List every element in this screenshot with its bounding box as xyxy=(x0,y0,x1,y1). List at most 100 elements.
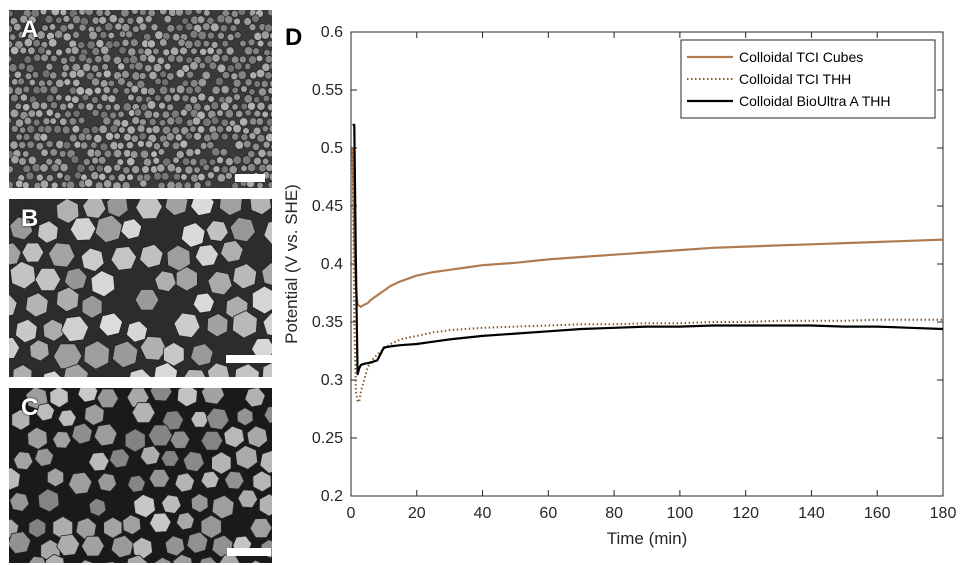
particle xyxy=(83,340,110,370)
scale-bar-c xyxy=(227,548,271,556)
particle xyxy=(252,47,260,55)
particle xyxy=(93,423,118,447)
particle xyxy=(225,46,235,56)
particle xyxy=(194,244,219,267)
particle xyxy=(231,103,239,111)
particle xyxy=(220,240,244,263)
particle xyxy=(99,142,109,152)
particle xyxy=(260,80,269,88)
particle xyxy=(248,23,257,32)
particle xyxy=(210,116,220,125)
particle xyxy=(216,156,224,165)
particle xyxy=(166,103,174,111)
particle xyxy=(256,101,266,111)
particle xyxy=(108,14,118,24)
particle xyxy=(217,31,225,40)
particle xyxy=(96,102,104,111)
particle xyxy=(40,53,49,62)
particle xyxy=(147,39,156,49)
particle xyxy=(91,77,100,87)
particle xyxy=(129,368,152,377)
particle xyxy=(262,94,270,103)
particle xyxy=(25,63,35,73)
particle xyxy=(216,109,224,117)
particle xyxy=(78,116,86,125)
particle xyxy=(135,199,163,220)
particle xyxy=(180,108,188,117)
particle xyxy=(228,119,237,127)
particle xyxy=(46,467,64,488)
particle xyxy=(195,10,203,15)
particle xyxy=(237,70,247,80)
particle xyxy=(232,78,242,88)
particle xyxy=(64,110,72,119)
particle xyxy=(207,171,215,180)
particle xyxy=(22,164,31,174)
particle xyxy=(134,61,144,71)
particle xyxy=(175,150,185,159)
particle xyxy=(152,156,161,165)
particle xyxy=(175,266,198,292)
particle xyxy=(185,132,194,141)
particle xyxy=(14,318,38,344)
particle xyxy=(221,39,229,48)
particle xyxy=(93,134,103,144)
particle xyxy=(160,172,170,181)
particle xyxy=(232,155,242,165)
particle xyxy=(21,181,30,188)
particle xyxy=(9,116,12,125)
particle xyxy=(169,46,180,56)
particle xyxy=(206,46,215,55)
particle xyxy=(270,143,272,151)
particle xyxy=(22,85,31,94)
particle xyxy=(251,14,260,23)
particle xyxy=(154,94,162,102)
particle xyxy=(13,22,22,32)
particle xyxy=(78,53,87,63)
particle xyxy=(19,93,28,102)
x-tick-label: 40 xyxy=(474,505,492,522)
particle xyxy=(49,101,58,110)
panel-label-d: D xyxy=(285,24,302,51)
particle xyxy=(63,363,89,377)
particle xyxy=(116,142,125,150)
particle xyxy=(113,132,121,140)
particle xyxy=(265,163,272,172)
particle xyxy=(109,111,117,120)
particle xyxy=(126,80,134,88)
particle xyxy=(205,220,229,242)
particle xyxy=(269,61,272,70)
particle xyxy=(55,199,80,224)
particle xyxy=(139,243,164,269)
particle xyxy=(232,263,258,290)
particle xyxy=(80,559,95,563)
particle xyxy=(159,70,168,79)
x-tick-label: 60 xyxy=(539,505,557,522)
particle xyxy=(80,141,89,150)
panel-label-a: A xyxy=(21,16,39,43)
particle xyxy=(197,173,206,182)
particle xyxy=(159,38,168,47)
axis-ticks: 0 20 40 60 80 100 120 140 160 180 0.2 0.25 0.3 0.35 0.… xyxy=(312,24,957,522)
particle xyxy=(113,55,122,65)
particle xyxy=(163,341,185,367)
particle xyxy=(9,86,14,95)
y-tick-label: 0.45 xyxy=(312,198,343,215)
particle xyxy=(125,30,134,39)
particle xyxy=(118,46,127,55)
particle xyxy=(9,140,19,150)
particle xyxy=(164,199,189,217)
particle xyxy=(52,431,72,449)
particle xyxy=(261,125,269,133)
particle xyxy=(197,125,206,134)
particle xyxy=(137,140,145,148)
particle xyxy=(240,85,248,93)
particle xyxy=(77,388,99,403)
particle xyxy=(241,155,252,165)
particle xyxy=(88,30,98,41)
particle xyxy=(98,124,108,134)
particle xyxy=(70,155,80,164)
particle xyxy=(28,555,47,563)
particle xyxy=(45,157,54,166)
